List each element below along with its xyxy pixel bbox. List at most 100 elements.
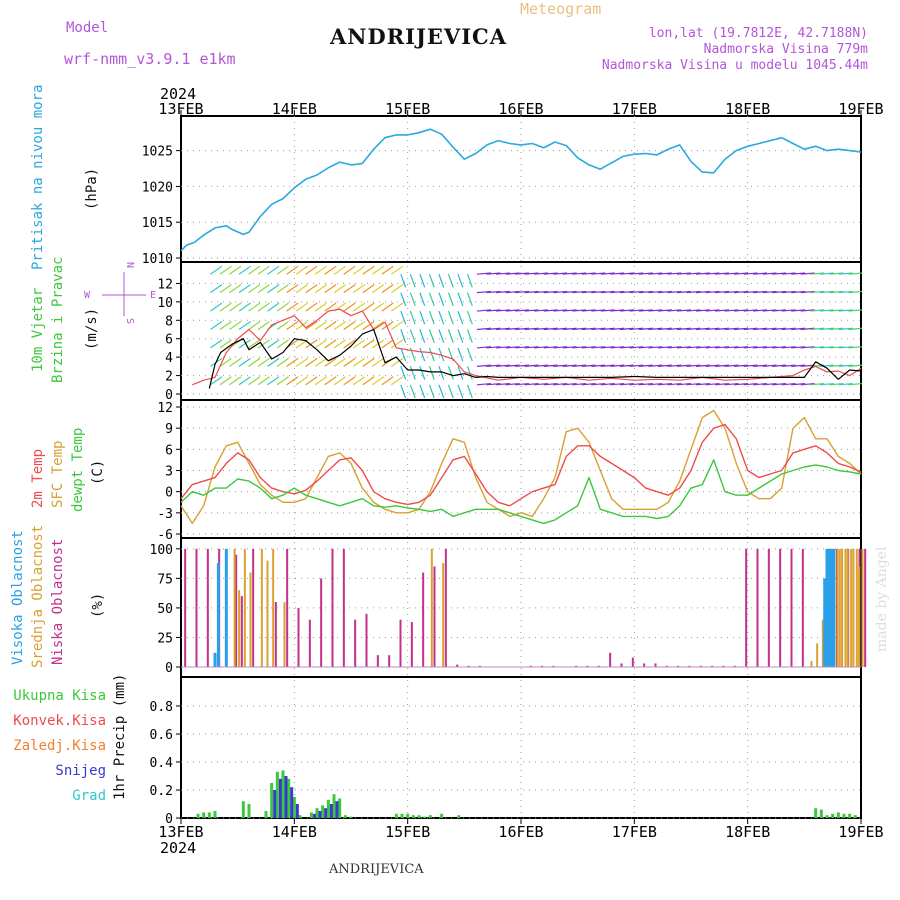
temp-label-dewpt: dewpt Temp [70, 428, 86, 512]
wind-arrow [562, 290, 577, 294]
wind-arrow [714, 364, 730, 367]
wind-arrow [381, 284, 394, 294]
wind-arrow [753, 346, 768, 349]
wind-arrow [629, 346, 644, 349]
precip-bar-snow [318, 811, 322, 818]
wind-arrow [800, 309, 815, 312]
wind-arrow [819, 382, 834, 386]
temp-y-tick-label: -6 [157, 528, 173, 543]
wind-arrow [447, 329, 454, 343]
wind-arrow [800, 327, 815, 331]
wind-arrow [572, 327, 587, 331]
temp-panel-frame [180, 399, 862, 539]
wind-arrow [229, 284, 242, 294]
wind-arrow [524, 346, 539, 349]
wind-arrow [705, 272, 720, 275]
wind-arrow [676, 382, 691, 386]
wind-arrow [343, 339, 356, 349]
wind-arrow [219, 357, 232, 367]
wind-arrow [534, 346, 549, 349]
wind-arrow [352, 265, 366, 275]
wind-arrow [248, 339, 261, 349]
wind-arrow [257, 284, 270, 294]
wind-arrow [772, 309, 787, 312]
wind-arrow [667, 272, 682, 275]
wind-arrow [743, 309, 758, 312]
temp-y-tick-label: 12 [157, 401, 173, 416]
time-tick-label-bottom: 15FEB [385, 823, 430, 841]
wind-arrow [810, 309, 825, 312]
wind-arrow [305, 284, 318, 294]
wind-arrow [286, 376, 299, 386]
wind-arrow [409, 366, 416, 380]
temp-y-tick-label: 3 [165, 465, 173, 480]
wind-arrow [295, 376, 308, 386]
wind-arrow [505, 382, 520, 386]
wind-arrow [400, 310, 407, 325]
wind-arrow [791, 346, 806, 349]
wind-arrow [734, 272, 749, 275]
wind-arrow [457, 274, 464, 288]
wind-arrow [724, 364, 739, 367]
wind-y-tick-label: 2 [165, 370, 173, 385]
wind-arrow [534, 382, 549, 386]
compass-south: S [124, 318, 135, 324]
wind-arrow [314, 284, 327, 294]
wind-arrow [676, 327, 691, 331]
wind-arrow [257, 265, 270, 275]
wind-arrow [400, 384, 407, 399]
wind-arrow [619, 382, 634, 386]
wind-arrow [619, 327, 634, 331]
time-tick-label-bottom: 16FEB [498, 823, 543, 841]
wind-y-tick-label: 4 [165, 351, 173, 366]
wind-arrow [629, 290, 644, 294]
wind-arrow [638, 290, 653, 294]
wind-arrow [667, 290, 682, 294]
wind-arrow [248, 302, 261, 312]
precip-bar-total [309, 812, 313, 818]
wind-arrow [381, 339, 394, 349]
wind-arrow [762, 272, 777, 275]
wind-arrow [229, 320, 242, 330]
wind-arrow [295, 357, 308, 367]
precip-bar-total [315, 808, 319, 818]
wind-arrow [791, 290, 806, 294]
wind-arrow [800, 346, 815, 349]
wind-y-tick-label: 0 [165, 388, 173, 403]
wind-arrow [352, 339, 366, 349]
wind-arrow [496, 309, 511, 312]
wind-arrow [238, 302, 251, 312]
wind-arrow [505, 290, 520, 294]
wind-arrow [457, 292, 464, 307]
precip-bar-total [825, 815, 829, 818]
wind-arrow [286, 357, 299, 367]
wind-arrow [219, 302, 232, 312]
wind-arrow [591, 327, 606, 331]
pressure-label: Pritisak na nivou mora [30, 85, 46, 270]
wind-arrow [295, 302, 308, 312]
wind-arrow [600, 346, 615, 349]
wind-arrow [505, 272, 520, 275]
wind-arrow [466, 384, 473, 399]
model-name: wrf-nmm_v3.9.1 e1km [64, 50, 236, 68]
wind-arrow [638, 327, 653, 331]
wind-arrow [676, 272, 691, 275]
wind-arrow [829, 346, 844, 349]
wind-arrow [562, 364, 577, 367]
wind-arrow [572, 346, 587, 349]
wind-arrow [362, 320, 375, 330]
precip-bar-total [196, 813, 200, 818]
wind-arrow [753, 364, 768, 367]
wind-arrow [591, 309, 606, 312]
precip-legend-grad: Grad [72, 788, 106, 804]
wind-arrow [352, 284, 366, 294]
wind-arrow [543, 309, 558, 312]
wind-arrow [524, 309, 539, 312]
wind-arrow [714, 272, 730, 275]
precip-bar-total [213, 811, 217, 818]
wind-arrow [391, 339, 404, 349]
wind-arrow [324, 376, 337, 386]
wind-arrow [457, 347, 464, 362]
wind-arrow [286, 265, 299, 275]
wind-arrow [838, 382, 853, 386]
